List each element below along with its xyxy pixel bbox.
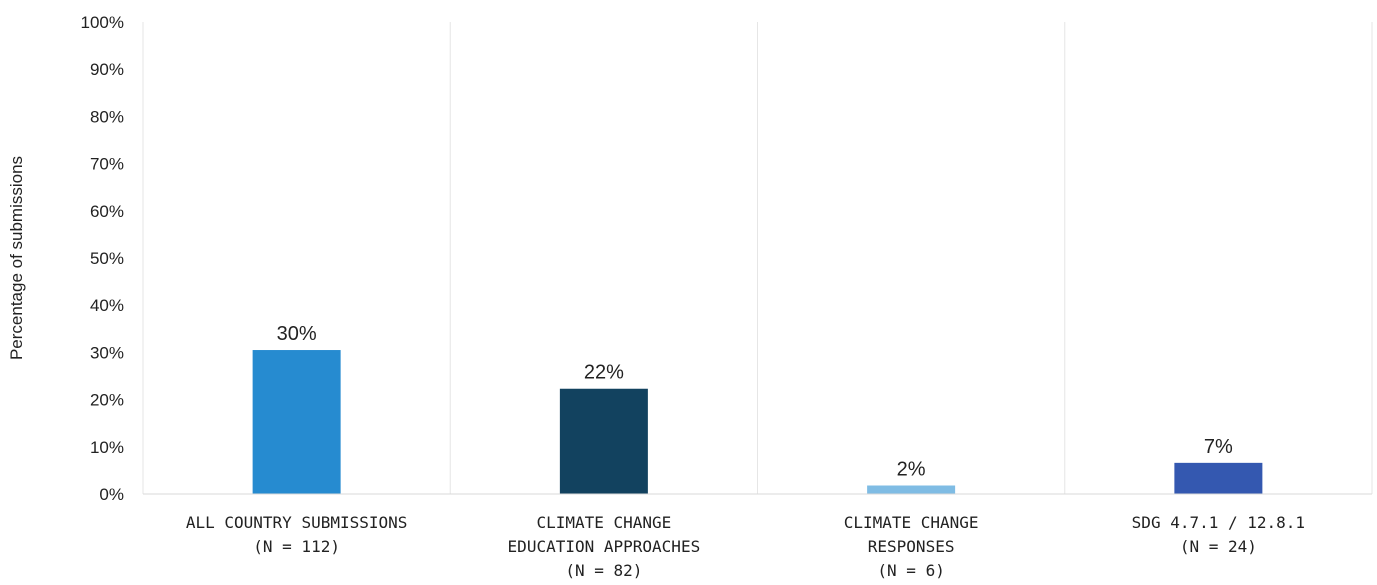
y-tick-label: 50% — [90, 249, 124, 268]
y-tick-label: 80% — [90, 107, 124, 126]
y-tick-label: 90% — [90, 60, 124, 79]
y-axis-label: Percentage of submissions — [7, 156, 26, 360]
bar — [252, 350, 341, 494]
bars — [252, 350, 1263, 494]
x-tick-label: ALL COUNTRY SUBMISSIONS — [186, 513, 408, 532]
x-tick-label: RESPONSES — [868, 537, 955, 556]
x-tick-label: (N = 82) — [565, 561, 642, 580]
grid-lines — [142, 22, 1373, 494]
y-axis-ticks: 0% 10% 20% 30% 40% 50% 60% 70% 80% 90% 100% — [81, 13, 124, 504]
x-tick-label: (N = 112) — [253, 537, 340, 556]
y-tick-label: 60% — [90, 202, 124, 221]
y-tick-label: 100% — [81, 13, 124, 32]
data-label: 7% — [1204, 436, 1233, 458]
y-tick-label: 70% — [90, 155, 124, 174]
x-tick-label: SDG 4.7.1 / 12.8.1 — [1132, 513, 1305, 532]
data-label: 2% — [897, 459, 926, 481]
bar — [559, 388, 648, 494]
x-tick-label: (N = 6) — [877, 561, 944, 580]
data-labels: 30% 22% 2% 7% — [277, 323, 1233, 480]
data-label: 22% — [584, 362, 624, 384]
x-tick-label: EDUCATION APPROACHES — [508, 537, 701, 556]
y-tick-label: 10% — [90, 438, 124, 457]
y-tick-label: 30% — [90, 343, 124, 362]
bar — [1174, 462, 1263, 494]
x-tick-label: CLIMATE CHANGE — [844, 513, 979, 532]
x-tick-label: (N = 24) — [1180, 537, 1257, 556]
data-label: 30% — [277, 323, 317, 345]
x-axis-ticks: ALL COUNTRY SUBMISSIONS (N = 112) CLIMATE … — [186, 513, 1305, 580]
y-tick-label: 40% — [90, 296, 124, 315]
y-tick-label: 20% — [90, 391, 124, 410]
x-tick-label: CLIMATE CHANGE — [536, 513, 671, 532]
bar — [867, 485, 956, 494]
y-tick-label: 0% — [99, 485, 124, 504]
